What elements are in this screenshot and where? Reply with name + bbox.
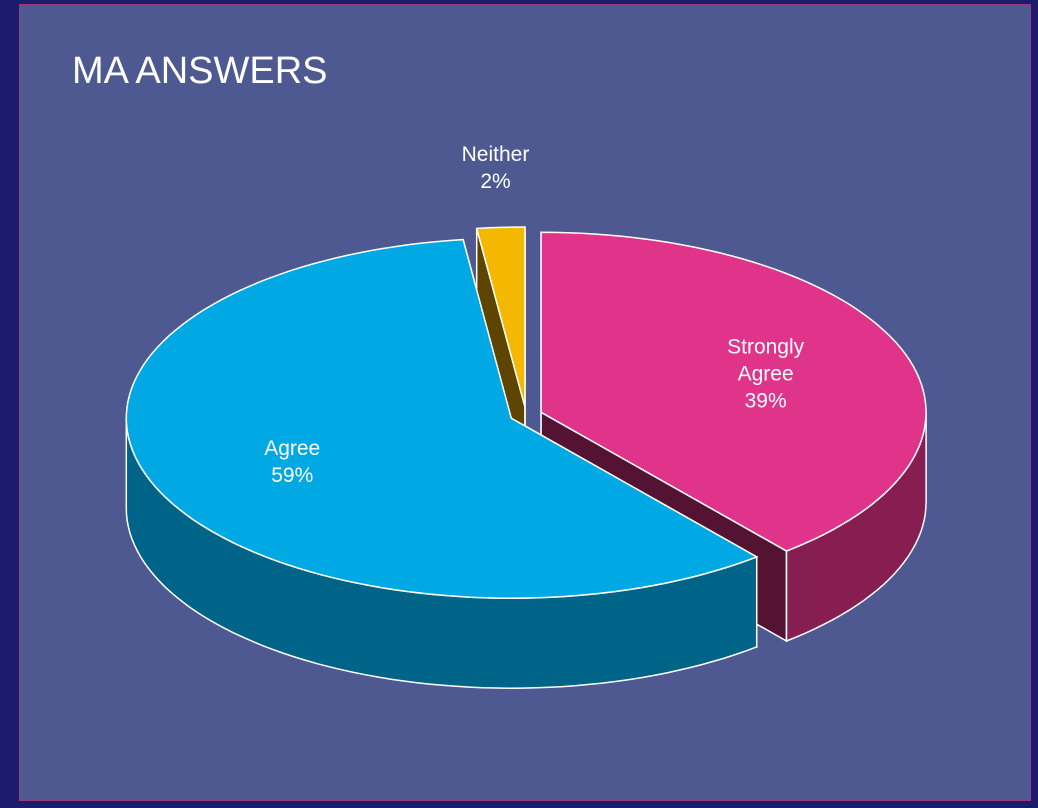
data-label: Strongly Agree 39% bbox=[701, 334, 831, 415]
label-name: Strongly Agree bbox=[727, 335, 805, 386]
label-value: 2% bbox=[480, 169, 511, 193]
pie-slice bbox=[540, 231, 927, 552]
pie-slice bbox=[125, 238, 759, 599]
label-name: Neither bbox=[461, 142, 530, 166]
label-name: Agree bbox=[264, 437, 321, 461]
pie-slice bbox=[475, 226, 526, 408]
chart-title: MA ANSWERS bbox=[72, 50, 328, 92]
chart-panel: MA ANSWERS Strongly Agree 39% Agree 59% Neit… bbox=[19, 4, 1031, 801]
data-label: Neither 2% bbox=[431, 141, 561, 195]
data-label: Agree 59% bbox=[227, 435, 357, 489]
label-value: 39% bbox=[744, 389, 787, 413]
pie-chart bbox=[125, 226, 927, 689]
label-value: 59% bbox=[271, 464, 314, 488]
